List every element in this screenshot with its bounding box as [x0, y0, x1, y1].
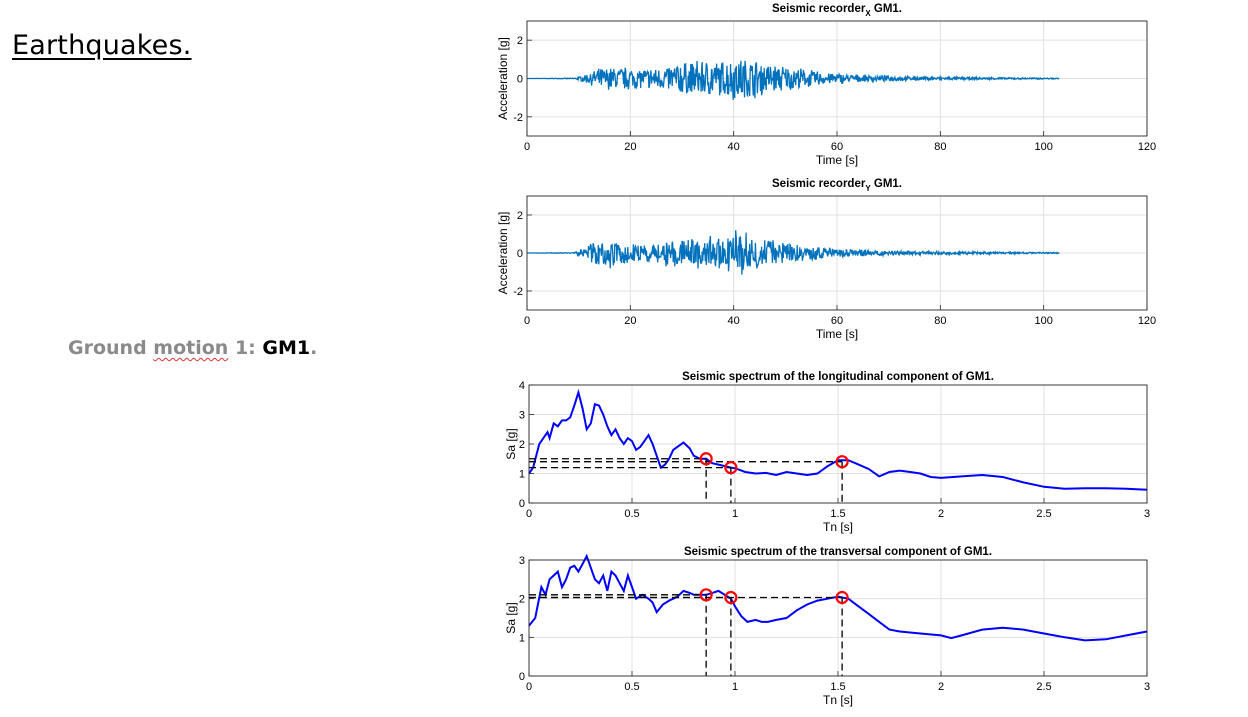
- x-tick-label: 1: [732, 681, 738, 693]
- axes-box: [526, 20, 1148, 137]
- x-tick-label: 120: [1138, 141, 1156, 153]
- x-tick-label: 0.5: [624, 508, 639, 520]
- acceleration-series: [527, 60, 1060, 100]
- y-tick-label: 0: [517, 248, 523, 260]
- chart-title-end: GM1.: [871, 178, 902, 190]
- y-tick-label: 4: [519, 380, 525, 392]
- y-tick-label: 0: [519, 671, 525, 683]
- x-tick-label: 3: [1144, 681, 1150, 693]
- y-tick-label: 1: [519, 632, 525, 644]
- x-tick-label: 100: [1034, 141, 1052, 153]
- x-tick-label: 80: [934, 315, 946, 327]
- x-axis-label: Time [s]: [816, 327, 858, 341]
- ground-motion-label-part3: 1:: [228, 337, 263, 359]
- x-tick-label: 1.5: [830, 681, 845, 693]
- acceleration-series: [527, 230, 1060, 275]
- x-tick-label: 2.5: [1036, 681, 1051, 693]
- chart-2: [526, 195, 1148, 311]
- y-tick-label: 0: [519, 498, 525, 510]
- x-tick-label: 0: [524, 141, 530, 153]
- x-tick-label: 100: [1034, 315, 1052, 327]
- x-axis-label: Tn [s]: [823, 693, 853, 707]
- x-tick-label: 60: [831, 315, 843, 327]
- y-tick-label: 2: [519, 594, 525, 606]
- x-tick-label: 0.5: [624, 681, 639, 693]
- x-tick-label: 40: [728, 315, 740, 327]
- chart-title-subscript: X: [865, 9, 871, 18]
- chart-1: [526, 20, 1148, 137]
- ground-motion-label-part5: .: [310, 337, 318, 359]
- x-tick-label: 20: [624, 141, 636, 153]
- period-marker: [835, 590, 849, 605]
- spectrum-series: [528, 388, 1148, 491]
- chart-title-subscript: Y: [865, 184, 871, 193]
- y-tick-label: -2: [513, 286, 523, 298]
- x-tick-label: 3: [1144, 508, 1150, 520]
- x-axis-label: Tn [s]: [823, 520, 853, 534]
- period-marker: [724, 461, 738, 475]
- chart-4: [528, 553, 1148, 677]
- y-tick-label: 0: [517, 74, 523, 86]
- ground-motion-label: Ground motion 1: GM1.: [68, 337, 317, 359]
- axes-box: [526, 195, 1148, 311]
- chart-title: Seismic spectrum of the transversal comp…: [684, 546, 992, 558]
- x-tick-label: 0: [524, 315, 530, 327]
- x-tick-label: 2.5: [1036, 508, 1051, 520]
- x-tick-label: 120: [1138, 315, 1156, 327]
- chart-title: Seismic spectrum of the longitudinal com…: [682, 371, 994, 383]
- y-tick-label: 3: [519, 555, 525, 567]
- ground-motion-label-part2: motion: [153, 337, 229, 359]
- period-marker: [699, 452, 713, 466]
- axes-box: [528, 559, 1148, 677]
- y-tick-label: 1: [519, 469, 525, 481]
- y-tick-label: -2: [513, 112, 523, 124]
- x-tick-label: 1: [732, 508, 738, 520]
- period-marker: [699, 588, 713, 602]
- ground-motion-label-part1: Ground: [68, 337, 154, 359]
- y-axis-label: Sa [g]: [504, 428, 518, 459]
- x-tick-label: 40: [728, 141, 740, 153]
- chart-title-end: GM1.: [871, 3, 902, 15]
- chart-title: Seismic recorderX GM1.: [772, 3, 902, 18]
- period-marker: [835, 455, 849, 469]
- axes-box: [528, 384, 1148, 504]
- ground-motion-label-part4: GM1: [262, 337, 311, 359]
- chart-title-main: Seismic recorder: [772, 3, 866, 15]
- x-tick-label: 80: [934, 141, 946, 153]
- x-axis-label: Time [s]: [816, 153, 858, 167]
- chart-3: [528, 384, 1148, 504]
- slide-title: Earthquakes.: [12, 30, 192, 61]
- chart-title-main: Seismic recorder: [772, 178, 866, 190]
- x-tick-label: 2: [938, 508, 944, 520]
- y-tick-label: 2: [517, 210, 523, 222]
- chart-title: Seismic recorderY GM1.: [772, 178, 902, 193]
- y-axis-label: Sa [g]: [504, 602, 518, 633]
- x-tick-label: 2: [938, 681, 944, 693]
- y-axis-label: Acceleration [g]: [496, 212, 510, 295]
- y-tick-label: 2: [517, 35, 523, 47]
- x-tick-label: 0: [526, 681, 532, 693]
- x-tick-label: 20: [624, 315, 636, 327]
- y-tick-label: 3: [519, 410, 525, 422]
- y-tick-label: 2: [519, 439, 525, 451]
- x-tick-label: 1.5: [830, 508, 845, 520]
- x-tick-label: 60: [831, 141, 843, 153]
- x-tick-label: 0: [526, 508, 532, 520]
- y-axis-label: Acceleration [g]: [496, 37, 510, 120]
- period-marker: [724, 590, 738, 605]
